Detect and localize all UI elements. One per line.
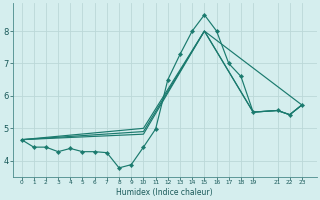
X-axis label: Humidex (Indice chaleur): Humidex (Indice chaleur) — [116, 188, 213, 197]
